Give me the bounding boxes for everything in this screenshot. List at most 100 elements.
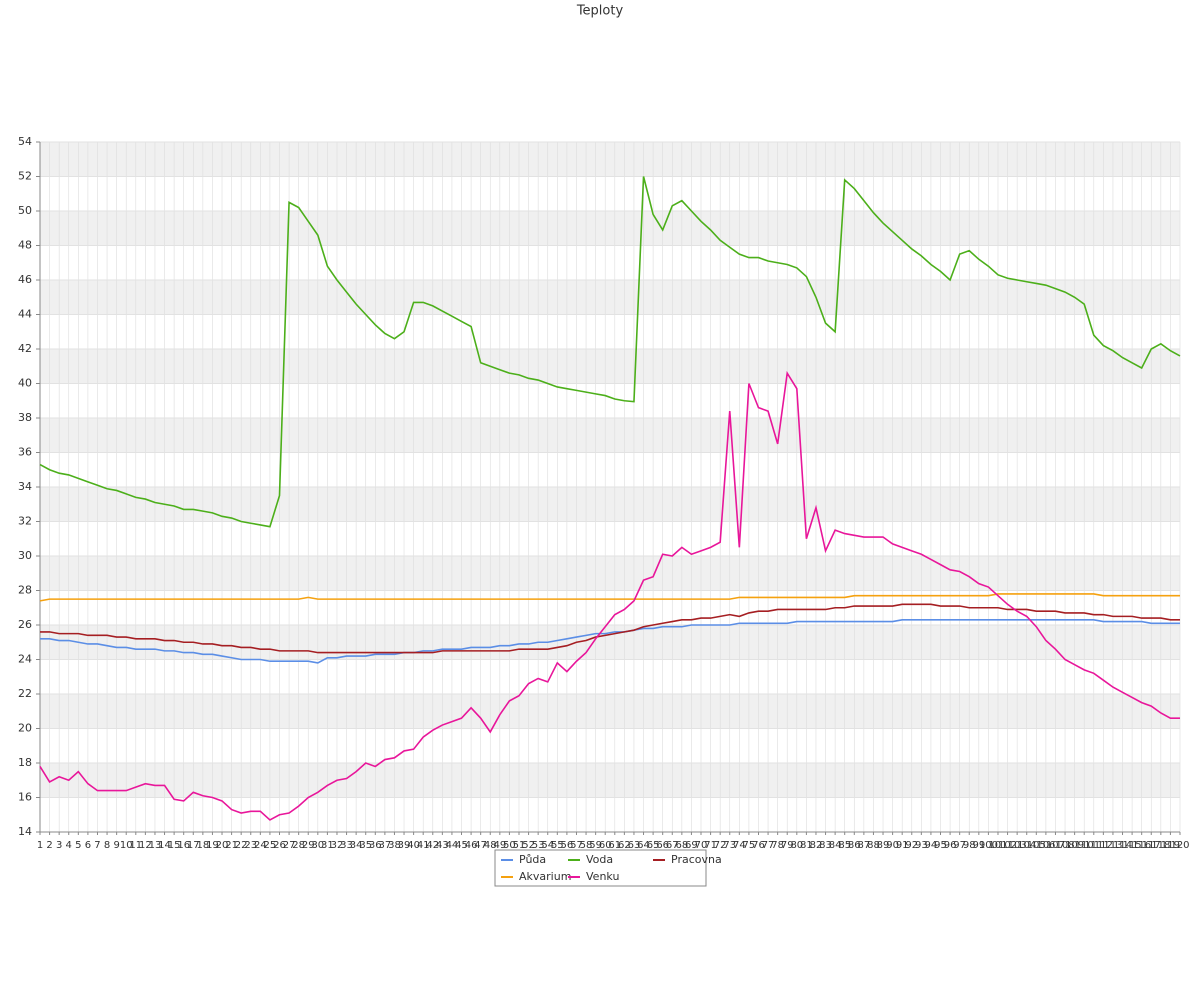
x-tick-label: 49 <box>493 840 506 851</box>
x-tick-label: 69 <box>685 840 698 851</box>
x-tick-label: 99 <box>972 840 985 851</box>
x-tick-label: 16 <box>177 840 190 851</box>
x-tick-label: 120 <box>1170 840 1189 851</box>
x-tick-label: 36 <box>369 840 382 851</box>
x-tick-label: 20 <box>216 840 229 851</box>
x-tick-label: 89 <box>877 840 890 851</box>
y-tick-label: 34 <box>18 480 32 493</box>
x-tick-label: 30 <box>311 840 324 851</box>
x-tick-label: 78 <box>771 840 784 851</box>
x-tick-label: 107 <box>1046 840 1065 851</box>
x-tick-label: 10 <box>120 840 133 851</box>
x-tick-label: 34 <box>350 840 363 851</box>
y-tick-label: 28 <box>18 584 32 597</box>
legend-label: Venku <box>586 870 619 883</box>
x-tick-label: 7 <box>94 840 100 851</box>
x-tick-label: 26 <box>273 840 286 851</box>
x-tick-label: 51 <box>513 840 526 851</box>
x-tick-label: 87 <box>857 840 870 851</box>
x-tick-label: 103 <box>1008 840 1027 851</box>
x-tick-label: 8 <box>104 840 110 851</box>
legend-label: Voda <box>586 853 613 866</box>
y-tick-label: 16 <box>18 791 32 804</box>
x-tick-label: 33 <box>340 840 353 851</box>
x-tick-label: 85 <box>838 840 851 851</box>
x-tick-label: 82 <box>810 840 823 851</box>
legend-box <box>494 849 707 887</box>
grid-band <box>40 556 1180 591</box>
x-tick-label: 118 <box>1151 840 1170 851</box>
x-tick-label: 74 <box>733 840 746 851</box>
x-tick-label: 5 <box>75 840 81 851</box>
x-tick-label: 95 <box>934 840 947 851</box>
x-tick-label: 59 <box>589 840 602 851</box>
x-tick-label: 45 <box>455 840 468 851</box>
x-tick-label: 111 <box>1084 840 1103 851</box>
x-tick-label: 42 <box>426 840 439 851</box>
grid-band <box>40 625 1180 660</box>
x-tick-label: 62 <box>618 840 631 851</box>
x-tick-label: 1 <box>37 840 43 851</box>
x-tick-label: 88 <box>867 840 880 851</box>
x-tick-label: 6 <box>85 840 91 851</box>
x-tick-label: 43 <box>436 840 449 851</box>
y-tick-label: 42 <box>18 342 32 355</box>
x-tick-label: 116 <box>1132 840 1151 851</box>
y-tick-label: 38 <box>18 411 32 424</box>
x-tick-label: 24 <box>254 840 267 851</box>
x-tick-label: 15 <box>168 840 181 851</box>
x-tick-label: 109 <box>1065 840 1084 851</box>
x-tick-label: 56 <box>561 840 574 851</box>
y-tick-label: 46 <box>18 273 32 286</box>
x-tick-label: 40 <box>407 840 420 851</box>
x-tick-label: 112 <box>1094 840 1113 851</box>
x-tick-label: 76 <box>752 840 765 851</box>
x-tick-label: 61 <box>608 840 621 851</box>
x-tick-label: 35 <box>359 840 372 851</box>
x-tick-label: 72 <box>714 840 727 851</box>
x-tick-label: 54 <box>541 840 554 851</box>
x-tick-label: 100 <box>979 840 998 851</box>
x-tick-label: 46 <box>465 840 478 851</box>
x-tick-label: 23 <box>244 840 257 851</box>
legend-label: Pracovna <box>671 853 722 866</box>
x-tick-label: 104 <box>1017 840 1036 851</box>
x-tick-label: 31 <box>321 840 334 851</box>
x-tick-label: 67 <box>666 840 679 851</box>
x-tick-label: 50 <box>503 840 516 851</box>
x-tick-label: 17 <box>187 840 200 851</box>
x-tick-label: 119 <box>1161 840 1180 851</box>
legend-label: Půda <box>519 853 546 866</box>
x-tick-label: 80 <box>790 840 803 851</box>
grid-band <box>40 694 1180 729</box>
y-tick-label: 50 <box>18 204 32 217</box>
y-tick-label: 32 <box>18 515 32 528</box>
x-tick-label: 57 <box>570 840 583 851</box>
x-tick-label: 113 <box>1103 840 1122 851</box>
x-tick-label: 91 <box>896 840 909 851</box>
grid-band <box>40 487 1180 522</box>
legend-label: Akvarium <box>519 870 571 883</box>
x-tick-label: 22 <box>235 840 248 851</box>
x-tick-label: 64 <box>637 840 650 851</box>
x-tick-label: 25 <box>264 840 277 851</box>
x-tick-label: 28 <box>292 840 305 851</box>
x-tick-label: 83 <box>819 840 832 851</box>
y-tick-label: 26 <box>18 618 32 631</box>
x-tick-label: 71 <box>704 840 717 851</box>
x-tick-label: 94 <box>925 840 938 851</box>
x-tick-label: 18 <box>196 840 209 851</box>
x-tick-label: 2 <box>46 840 52 851</box>
x-tick-label: 12 <box>139 840 152 851</box>
x-tick-label: 105 <box>1027 840 1046 851</box>
x-tick-label: 81 <box>800 840 813 851</box>
x-tick-label: 58 <box>580 840 593 851</box>
x-tick-label: 37 <box>379 840 392 851</box>
x-tick-label: 79 <box>781 840 794 851</box>
grid-band <box>40 142 1180 177</box>
x-tick-label: 86 <box>848 840 861 851</box>
x-tick-label: 75 <box>743 840 756 851</box>
x-tick-label: 93 <box>915 840 928 851</box>
x-tick-label: 68 <box>675 840 688 851</box>
